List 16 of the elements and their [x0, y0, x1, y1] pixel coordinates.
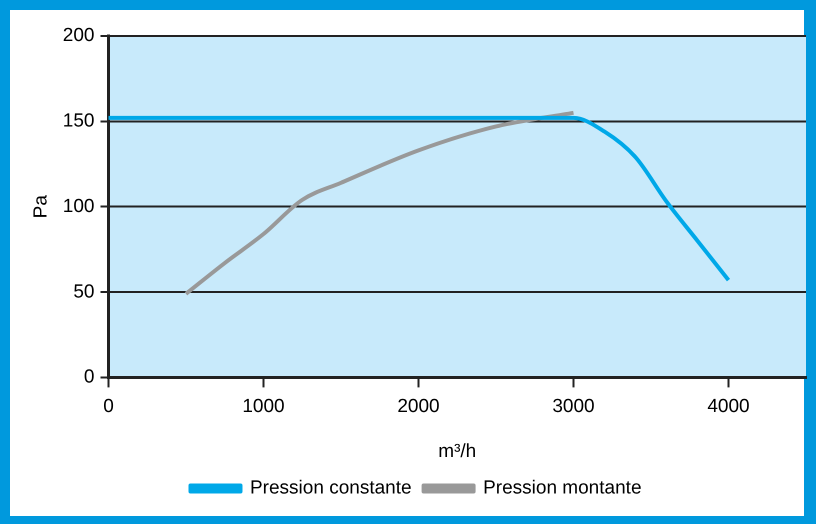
x-tick-label: 4000 [707, 396, 750, 418]
x-tick-label: 3000 [552, 396, 595, 418]
legend-label: Pression constante [250, 478, 412, 499]
x-tick-label: 0 [103, 396, 114, 418]
y-tick-label: 0 [84, 366, 94, 388]
x-tick-label: 1000 [242, 396, 285, 418]
y-tick-label: 150 [62, 110, 94, 132]
y-tick-label: 100 [62, 196, 94, 217]
y-tick-label: 200 [62, 25, 94, 46]
y-tick-label: 50 [73, 281, 94, 302]
x-tick-label: 2000 [397, 396, 440, 418]
x-axis-title: m³/h [438, 440, 476, 462]
y-axis-title: Pa [30, 194, 52, 218]
legend-label: Pression montante [483, 478, 642, 499]
line-series [108, 116, 730, 282]
line-series [184, 110, 576, 296]
